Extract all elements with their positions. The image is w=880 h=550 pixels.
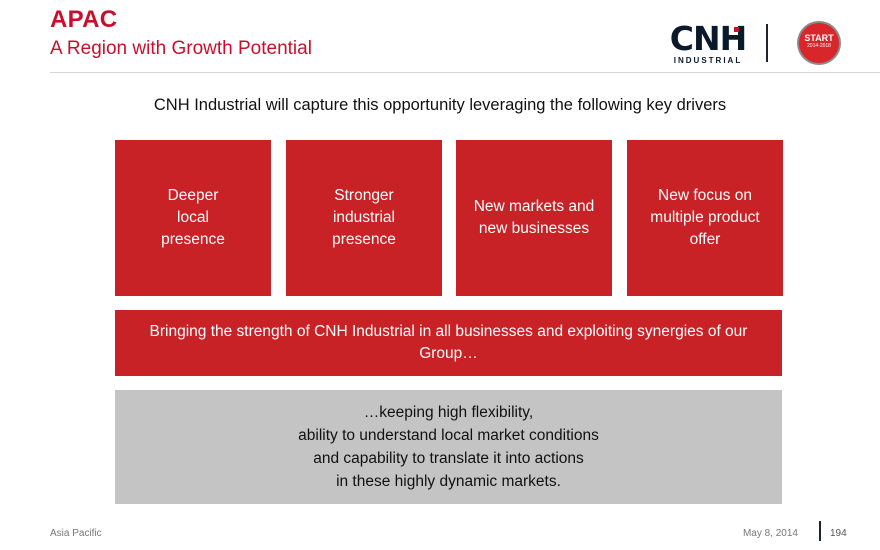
page-subtitle: A Region with Growth Potential [50, 38, 312, 59]
badge-title: START [804, 33, 834, 43]
driver-label: New focus on multiple product offer [650, 187, 760, 248]
flexibility-text: …keeping high flexibility, ability to un… [298, 404, 599, 490]
logo-separator [766, 24, 768, 62]
driver-box-local-presence: Deeper local presence [115, 140, 271, 296]
cnh-industrial-logo: CNH INDUSTRIAL [669, 22, 747, 66]
footer-separator [819, 521, 821, 541]
driver-label: New markets and new businesses [473, 198, 595, 237]
driver-box-product-offer: New focus on multiple product offer [627, 140, 783, 296]
page-title: APAC [50, 6, 118, 33]
flexibility-box: …keeping high flexibility, ability to un… [115, 390, 782, 504]
header-divider [50, 72, 880, 73]
driver-box-new-markets: New markets and new businesses [456, 140, 612, 296]
strength-banner: Bringing the strength of CNH Industrial … [115, 310, 782, 376]
logo-subtext: INDUSTRIAL [673, 56, 743, 65]
start-badge: START 2014-2018 [799, 23, 839, 63]
footer-section: Asia Pacific [50, 528, 102, 539]
driver-label: Deeper local presence [161, 187, 225, 248]
key-drivers: Deeper local presence Stronger industria… [115, 140, 783, 296]
logo-accent-dot [734, 27, 739, 32]
page-number: 194 [830, 528, 847, 539]
strength-text: Bringing the strength of CNH Industrial … [149, 323, 748, 362]
driver-box-industrial-presence: Stronger industrial presence [286, 140, 442, 296]
footer-date: May 8, 2014 [742, 528, 798, 539]
badge-years: 2014-2018 [807, 43, 831, 49]
driver-label: Stronger industrial presence [332, 187, 396, 248]
lead-statement: CNH Industrial will capture this opportu… [153, 96, 727, 114]
